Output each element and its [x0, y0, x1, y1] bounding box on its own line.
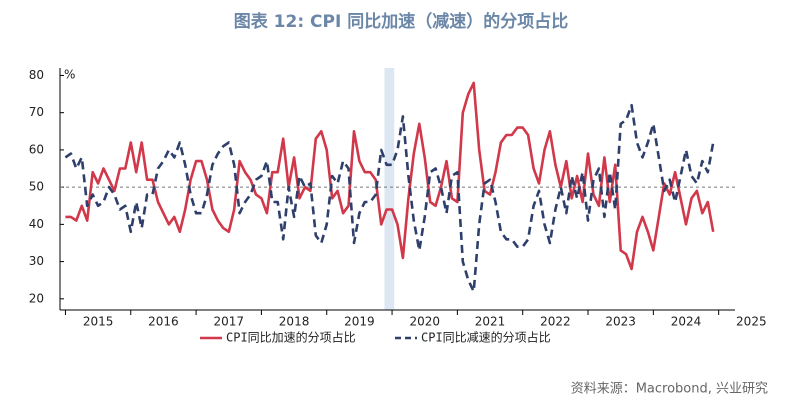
x-tick-label: 2015 — [83, 315, 114, 329]
x-tick-label: 2024 — [671, 315, 702, 329]
legend-label: CPI同比加速的分项占比 — [226, 330, 356, 345]
x-tick-label: 2016 — [148, 315, 179, 329]
x-tick-label: 2017 — [213, 315, 244, 329]
x-tick-label: 2019 — [344, 315, 375, 329]
y-unit: % — [64, 68, 75, 82]
series-line — [65, 81, 715, 271]
y-tick-label: 50 — [29, 180, 44, 194]
highlight-band — [384, 68, 395, 310]
x-tick-label: 2020 — [409, 315, 440, 329]
y-tick-label: 70 — [29, 105, 44, 119]
x-tick-label: 2018 — [279, 315, 310, 329]
y-tick-label: 20 — [29, 291, 44, 305]
x-tick-label: 2022 — [540, 315, 571, 329]
y-tick-label: 40 — [29, 217, 44, 231]
y-tick-label: 60 — [29, 142, 44, 156]
legend-label: CPI同比减速的分项占比 — [421, 330, 551, 345]
chart-title: 图表 12: CPI 同比加速（减速）的分项占比 — [234, 11, 568, 32]
x-tick-label: 2023 — [605, 315, 636, 329]
y-tick-label: 30 — [29, 254, 44, 268]
x-tick-label: 2025 — [736, 315, 767, 329]
x-tick-label: 2021 — [475, 315, 506, 329]
source: 资料来源：Macrobond, 兴业研究 — [571, 382, 768, 397]
series-line — [64, 103, 715, 293]
y-tick-label: 80 — [29, 68, 44, 82]
